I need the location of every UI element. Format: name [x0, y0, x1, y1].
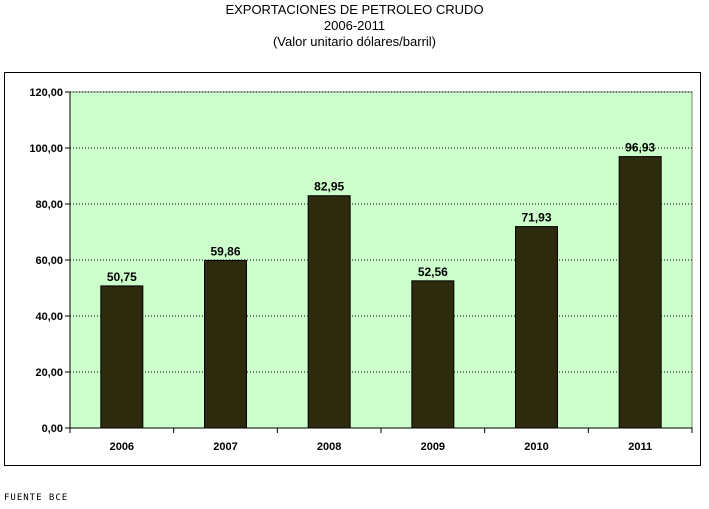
data-label-2007: 59,86	[210, 244, 240, 258]
x-tick-label-2006: 2006	[110, 441, 134, 453]
data-label-2006: 50,75	[107, 270, 137, 284]
y-tick-label: 80,00	[35, 199, 63, 211]
source-note: FUENTE BCE	[4, 493, 69, 503]
y-tick-label: 0,00	[42, 423, 63, 435]
y-tick-label: 100,00	[29, 143, 63, 155]
chart-subtitle: 2006-2011	[323, 18, 386, 33]
y-tick-label: 20,00	[35, 367, 63, 379]
y-tick-label: 40,00	[35, 311, 63, 323]
y-tick-label: 120,00	[29, 87, 63, 99]
bar-2006	[100, 285, 144, 429]
chart-title-block: EXPORTACIONES DE PETROLEO CRUDO 2006-201…	[0, 2, 709, 50]
data-label-2008: 82,95	[314, 180, 344, 194]
bar-2011	[618, 156, 662, 429]
chart-subtitle-units: (Valor unitario dólares/barril)	[272, 34, 437, 49]
chart-title: EXPORTACIONES DE PETROLEO CRUDO	[225, 2, 484, 17]
data-label-2010: 71,93	[521, 211, 551, 225]
bar-2009	[411, 280, 455, 429]
x-tick-label-2008: 2008	[317, 441, 341, 453]
data-label-2009: 52,56	[418, 265, 448, 279]
x-tick-label-2011: 2011	[628, 441, 652, 453]
bar-2008	[307, 195, 351, 429]
x-tick-label-2010: 2010	[524, 441, 548, 453]
y-tick-label: 60,00	[35, 255, 63, 267]
bar-2007	[204, 259, 247, 429]
bar-2010	[515, 226, 558, 429]
x-tick-label-2007: 2007	[213, 441, 237, 453]
x-tick-label-2009: 2009	[421, 441, 445, 453]
data-label-2011: 96,93	[625, 141, 655, 155]
